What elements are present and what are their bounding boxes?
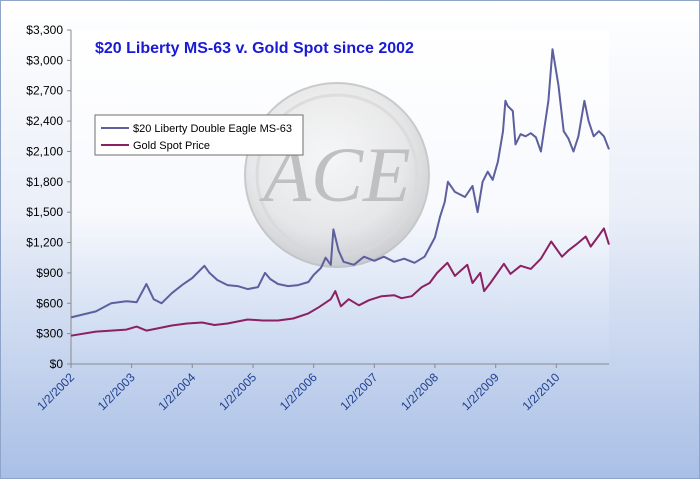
chart-title: $20 Liberty MS-63 v. Gold Spot since 200… [95, 40, 414, 57]
y-tick-label: $1,500 [26, 205, 63, 219]
y-tick-label: $3,000 [26, 53, 63, 67]
legend-label-gold-spot: Gold Spot Price [133, 140, 210, 152]
y-tick-label: $1,200 [26, 236, 63, 250]
x-axis-ticks: 1/2/2002 1/2/2003 1/2/2004 1/2/2005 1/2/2006… [34, 364, 563, 413]
x-tick-label: 1/2/2004 [155, 370, 198, 413]
y-tick-label: $900 [36, 266, 63, 280]
watermark-logo: ACE [244, 82, 430, 268]
series-line-gold-spot [70, 227, 610, 337]
y-tick-label: $300 [36, 327, 63, 341]
legend-label-liberty: $20 Liberty Double Eagle MS-63 [133, 123, 292, 135]
series-layer [70, 48, 610, 337]
x-tick-label: 1/2/2010 [520, 370, 563, 413]
x-tick-label: 1/2/2002 [34, 370, 77, 413]
series-line-liberty [70, 48, 610, 319]
x-tick-label: 1/2/2003 [95, 370, 138, 413]
legend: $20 Liberty Double Eagle MS-63 Gold Spot… [94, 114, 304, 156]
y-tick-label: $2,400 [26, 114, 63, 128]
x-tick-label: 1/2/2009 [459, 370, 502, 413]
x-tick-label: 1/2/2005 [216, 370, 259, 413]
y-tick-label: $3,300 [26, 23, 63, 37]
y-tick-label: $600 [36, 296, 63, 310]
y-tick-label: $0 [50, 357, 64, 371]
x-tick-label: 1/2/2007 [337, 370, 380, 413]
y-tick-label: $1,800 [26, 175, 63, 189]
x-tick-label: 1/2/2006 [277, 370, 320, 413]
legend-box [94, 114, 304, 156]
y-tick-label: $2,100 [26, 144, 63, 158]
x-tick-label: 1/2/2008 [398, 370, 441, 413]
y-axis-ticks: $0 $300 $600 $900 $1,200 $1,500 $1,800 $2,100 $2… [26, 23, 71, 371]
y-tick-label: $2,700 [26, 84, 63, 98]
